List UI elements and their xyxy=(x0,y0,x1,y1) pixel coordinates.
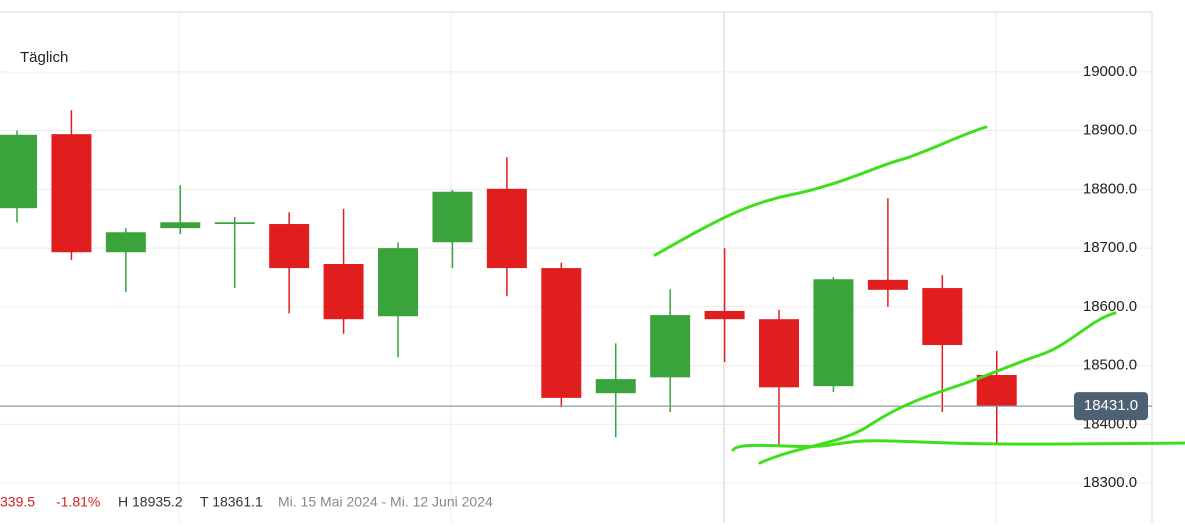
candle-body xyxy=(922,288,963,346)
candle-body xyxy=(214,222,255,225)
candle-body xyxy=(51,134,92,253)
candle-body xyxy=(595,379,636,394)
last-price-label: 18431.0 xyxy=(1084,397,1138,414)
y-tick-label: 18800.0 xyxy=(1083,180,1137,197)
change-pct: -1.81% xyxy=(56,494,100,510)
candle-body xyxy=(0,134,37,209)
trend-line xyxy=(758,311,1117,465)
date-range: Mi. 15 Mai 2024 - Mi. 12 Juni 2024 xyxy=(278,494,493,510)
candle-body xyxy=(704,310,745,320)
last-price-badge xyxy=(1074,392,1148,421)
candle-body xyxy=(269,224,310,269)
candle-body xyxy=(650,315,691,378)
candle-body xyxy=(432,191,473,243)
candle-body xyxy=(541,268,582,398)
candle-body xyxy=(976,374,1017,407)
y-tick-label: 18500.0 xyxy=(1083,357,1137,374)
period-low: T 18361.1 xyxy=(200,494,263,510)
y-tick-label: 18300.0 xyxy=(1083,474,1137,491)
candle-body xyxy=(759,319,800,388)
y-tick-label: 19000.0 xyxy=(1083,63,1137,80)
drawn-trend-lines xyxy=(653,125,1185,465)
candle-body xyxy=(813,279,854,387)
candle-body xyxy=(160,222,201,229)
period-label[interactable]: Täglich xyxy=(20,49,68,66)
candle-body xyxy=(867,279,908,290)
period-box[interactable] xyxy=(8,42,82,72)
y-tick-label: 18900.0 xyxy=(1083,122,1137,139)
candle-body xyxy=(323,263,364,320)
change: 339.5 xyxy=(0,494,35,510)
trend-line xyxy=(731,439,1185,452)
y-tick-label: 18700.0 xyxy=(1083,239,1137,256)
candle-body xyxy=(486,188,527,269)
trend-line xyxy=(653,125,988,257)
period-high: H 18935.2 xyxy=(118,494,183,510)
y-tick-label: 18600.0 xyxy=(1083,298,1137,315)
candle-body xyxy=(378,248,419,317)
candle-body xyxy=(105,232,146,253)
